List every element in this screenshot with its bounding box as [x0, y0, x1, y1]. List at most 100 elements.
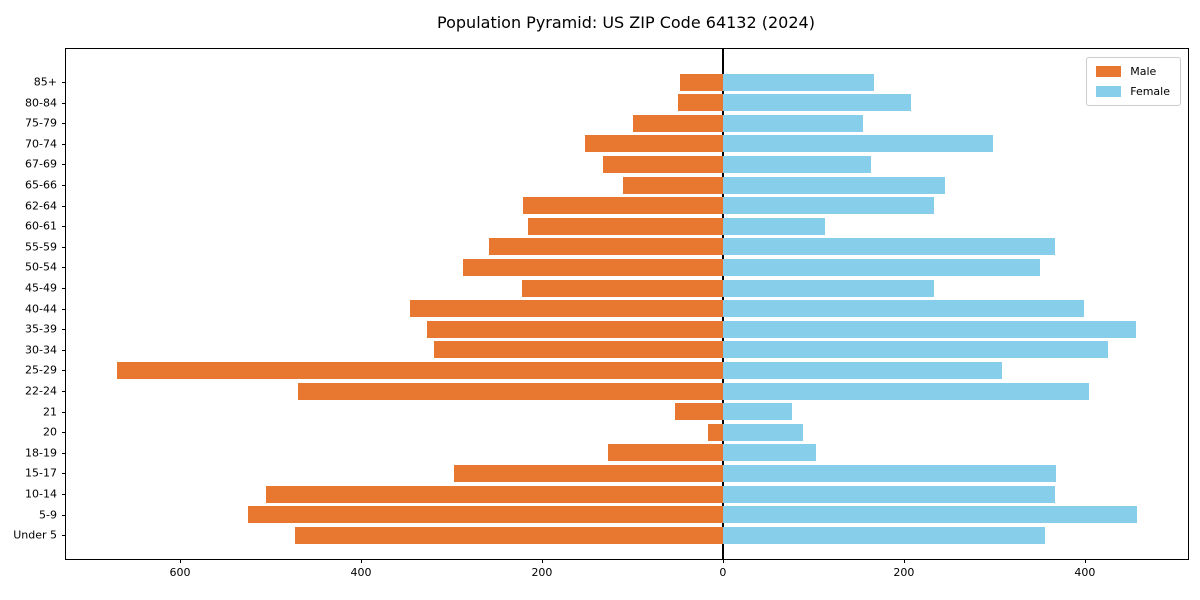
y-tick-label-30-34: 30-34 [25, 343, 57, 357]
y-tick-mark [62, 494, 66, 495]
y-tick-mark [62, 246, 66, 248]
y-tick-label-10-14: 10-14 [25, 487, 57, 501]
bar-male-20 [707, 423, 723, 441]
bar-female-18-19 [722, 444, 817, 462]
legend-entry-male: Male [1096, 65, 1170, 78]
x-tick-label-600: 600 [169, 566, 191, 579]
bar-female-67-69 [722, 155, 872, 173]
bar-female-5-9 [722, 506, 1138, 524]
y-tick-mark [62, 82, 66, 83]
y-tick-label-Under 5: Under 5 [13, 528, 57, 542]
bar-male-65-66 [623, 176, 723, 194]
y-tick-label-22-24: 22-24 [25, 384, 57, 398]
bar-male-Under 5 [294, 526, 723, 544]
y-tick-label-45-49: 45-49 [25, 281, 57, 295]
bar-female-60-61 [722, 217, 826, 235]
legend-entry-female: Female [1096, 85, 1170, 98]
y-tick-label-35-39: 35-39 [25, 322, 57, 336]
bar-female-45-49 [722, 279, 934, 297]
x-tick-mark [360, 559, 362, 563]
plot-area: 85+ 80-84 75-79 70-74 67-69 65-66 62-64 60-61 55… [13, 48, 1189, 579]
bar-female-Under 5 [722, 526, 1046, 544]
legend-label-male: Male [1130, 65, 1157, 78]
y-tick-mark [62, 123, 66, 125]
y-tick-label-25-29: 25-29 [25, 363, 57, 377]
x-tick-mark [180, 559, 181, 563]
bar-male-50-54 [463, 258, 723, 276]
bar-male-21 [674, 403, 723, 421]
y-tick-label-75-79: 75-79 [25, 116, 57, 130]
y-tick-mark [62, 226, 66, 228]
x-tick-mark [541, 559, 543, 563]
female-color-swatch [1096, 86, 1122, 97]
bar-male-67-69 [602, 155, 723, 173]
y-tick-label-80-84: 80-84 [25, 96, 57, 110]
y-tick-label-15-17: 15-17 [25, 466, 57, 480]
x-tick-label-200: 200 [893, 566, 915, 579]
x-tick-mark [1084, 559, 1086, 563]
bar-female-70-74 [722, 135, 993, 153]
x-tick-mark [722, 559, 724, 563]
bar-female-85+ [722, 73, 874, 91]
y-tick-mark [62, 185, 66, 186]
bar-female-22-24 [722, 382, 1090, 400]
bar-male-30-34 [434, 341, 723, 359]
bar-female-40-44 [722, 300, 1084, 318]
y-tick-label-21: 21 [43, 405, 57, 419]
legend: Male Female [1086, 57, 1181, 106]
bar-female-65-66 [722, 176, 945, 194]
chart-title: Population Pyramid: US ZIP Code 64132 (2… [437, 13, 815, 32]
y-tick-mark [62, 308, 66, 310]
y-tick-label-60-61: 60-61 [25, 219, 57, 233]
bar-female-80-84 [722, 94, 912, 112]
y-tick-mark [62, 411, 66, 413]
y-tick-label-5-9: 5-9 [39, 508, 57, 522]
bar-female-30-34 [722, 341, 1109, 359]
bar-male-55-59 [489, 238, 723, 256]
male-color-swatch [1096, 66, 1122, 77]
bar-male-35-39 [427, 320, 723, 338]
y-tick-mark [62, 391, 66, 392]
bar-male-10-14 [265, 485, 723, 503]
y-tick-label-55-59: 55-59 [25, 240, 57, 254]
y-tick-mark [62, 514, 66, 516]
y-tick-mark [62, 473, 66, 475]
x-tick-label-400: 400 [1074, 566, 1096, 579]
bar-male-80-84 [677, 94, 723, 112]
y-tick-mark [62, 370, 66, 372]
bar-female-62-64 [722, 197, 934, 215]
bar-male-18-19 [607, 444, 723, 462]
y-tick-mark [62, 349, 66, 351]
y-tick-mark [62, 205, 66, 207]
y-tick-label-18-19: 18-19 [25, 446, 57, 460]
y-tick-label-20: 20 [43, 425, 57, 439]
legend-label-female: Female [1130, 85, 1170, 98]
y-tick-label-40-44: 40-44 [25, 302, 57, 316]
bar-male-62-64 [522, 197, 723, 215]
bar-male-22-24 [297, 382, 723, 400]
bar-male-25-29 [116, 361, 723, 379]
y-tick-label-67-69: 67-69 [25, 157, 57, 171]
bar-male-40-44 [409, 300, 723, 318]
y-tick-mark [62, 535, 66, 537]
bar-female-75-79 [722, 114, 864, 132]
bar-male-85+ [680, 73, 723, 91]
bar-female-55-59 [722, 238, 1055, 256]
bar-female-50-54 [722, 258, 1040, 276]
y-tick-label-50-54: 50-54 [25, 260, 57, 274]
y-tick-label-62-64: 62-64 [25, 199, 57, 213]
bar-female-20 [722, 423, 804, 441]
x-tick-label-200: 200 [531, 566, 553, 579]
bar-male-60-61 [528, 217, 723, 235]
bar-female-35-39 [722, 320, 1136, 338]
bar-male-45-49 [522, 279, 723, 297]
y-tick-mark [62, 452, 66, 454]
y-tick-mark [62, 288, 66, 289]
y-tick-label-85+: 85+ [33, 75, 57, 89]
y-tick-mark [62, 102, 66, 104]
y-tick-label-70-74: 70-74 [25, 137, 57, 151]
y-tick-mark [62, 267, 66, 269]
bar-male-75-79 [633, 114, 723, 132]
bar-female-15-17 [722, 464, 1056, 482]
